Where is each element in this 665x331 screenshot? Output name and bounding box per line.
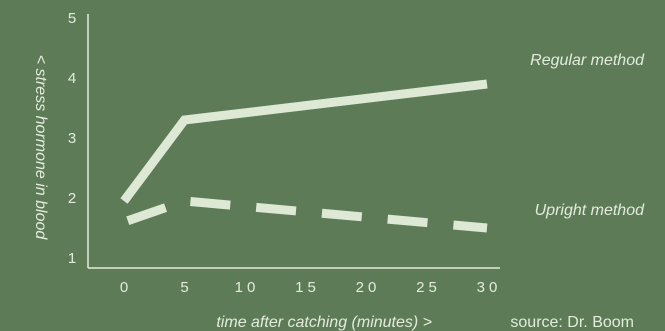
x-tick-label: 5	[180, 279, 192, 296]
series-lines	[120, 79, 488, 233]
x-tick-label: 10	[235, 279, 260, 296]
axes	[87, 14, 500, 269]
series-line-regular-method	[120, 79, 488, 204]
x-tick-label: 25	[416, 279, 441, 296]
series-labels: Regular method Upright method	[530, 52, 645, 219]
series-label-upright-method: Upright method	[535, 202, 645, 219]
x-tick-label: 0	[120, 279, 132, 296]
x-tick-label: 20	[356, 279, 381, 296]
x-tick-labels: 0 5 10 15 20 25 30	[120, 279, 502, 296]
x-axis-title: time after catching (minutes) >	[216, 314, 432, 331]
series-line-upright-method	[122, 196, 488, 233]
y-tick-label: 3	[68, 130, 76, 147]
y-tick-label: 1	[68, 250, 76, 267]
x-tick-label: 15	[295, 279, 320, 296]
y-axis-title: < stress hormone in blood	[32, 55, 49, 241]
y-tick-label: 2	[68, 190, 76, 207]
series-label-regular-method: Regular method	[530, 52, 645, 69]
y-tick-label: 4	[68, 70, 76, 87]
y-tick-labels: 1 2 3 4 5	[68, 10, 76, 267]
x-tick-label: 30	[477, 279, 502, 296]
source-label: source: Dr. Boom	[510, 314, 634, 331]
y-tick-label: 5	[68, 10, 76, 27]
